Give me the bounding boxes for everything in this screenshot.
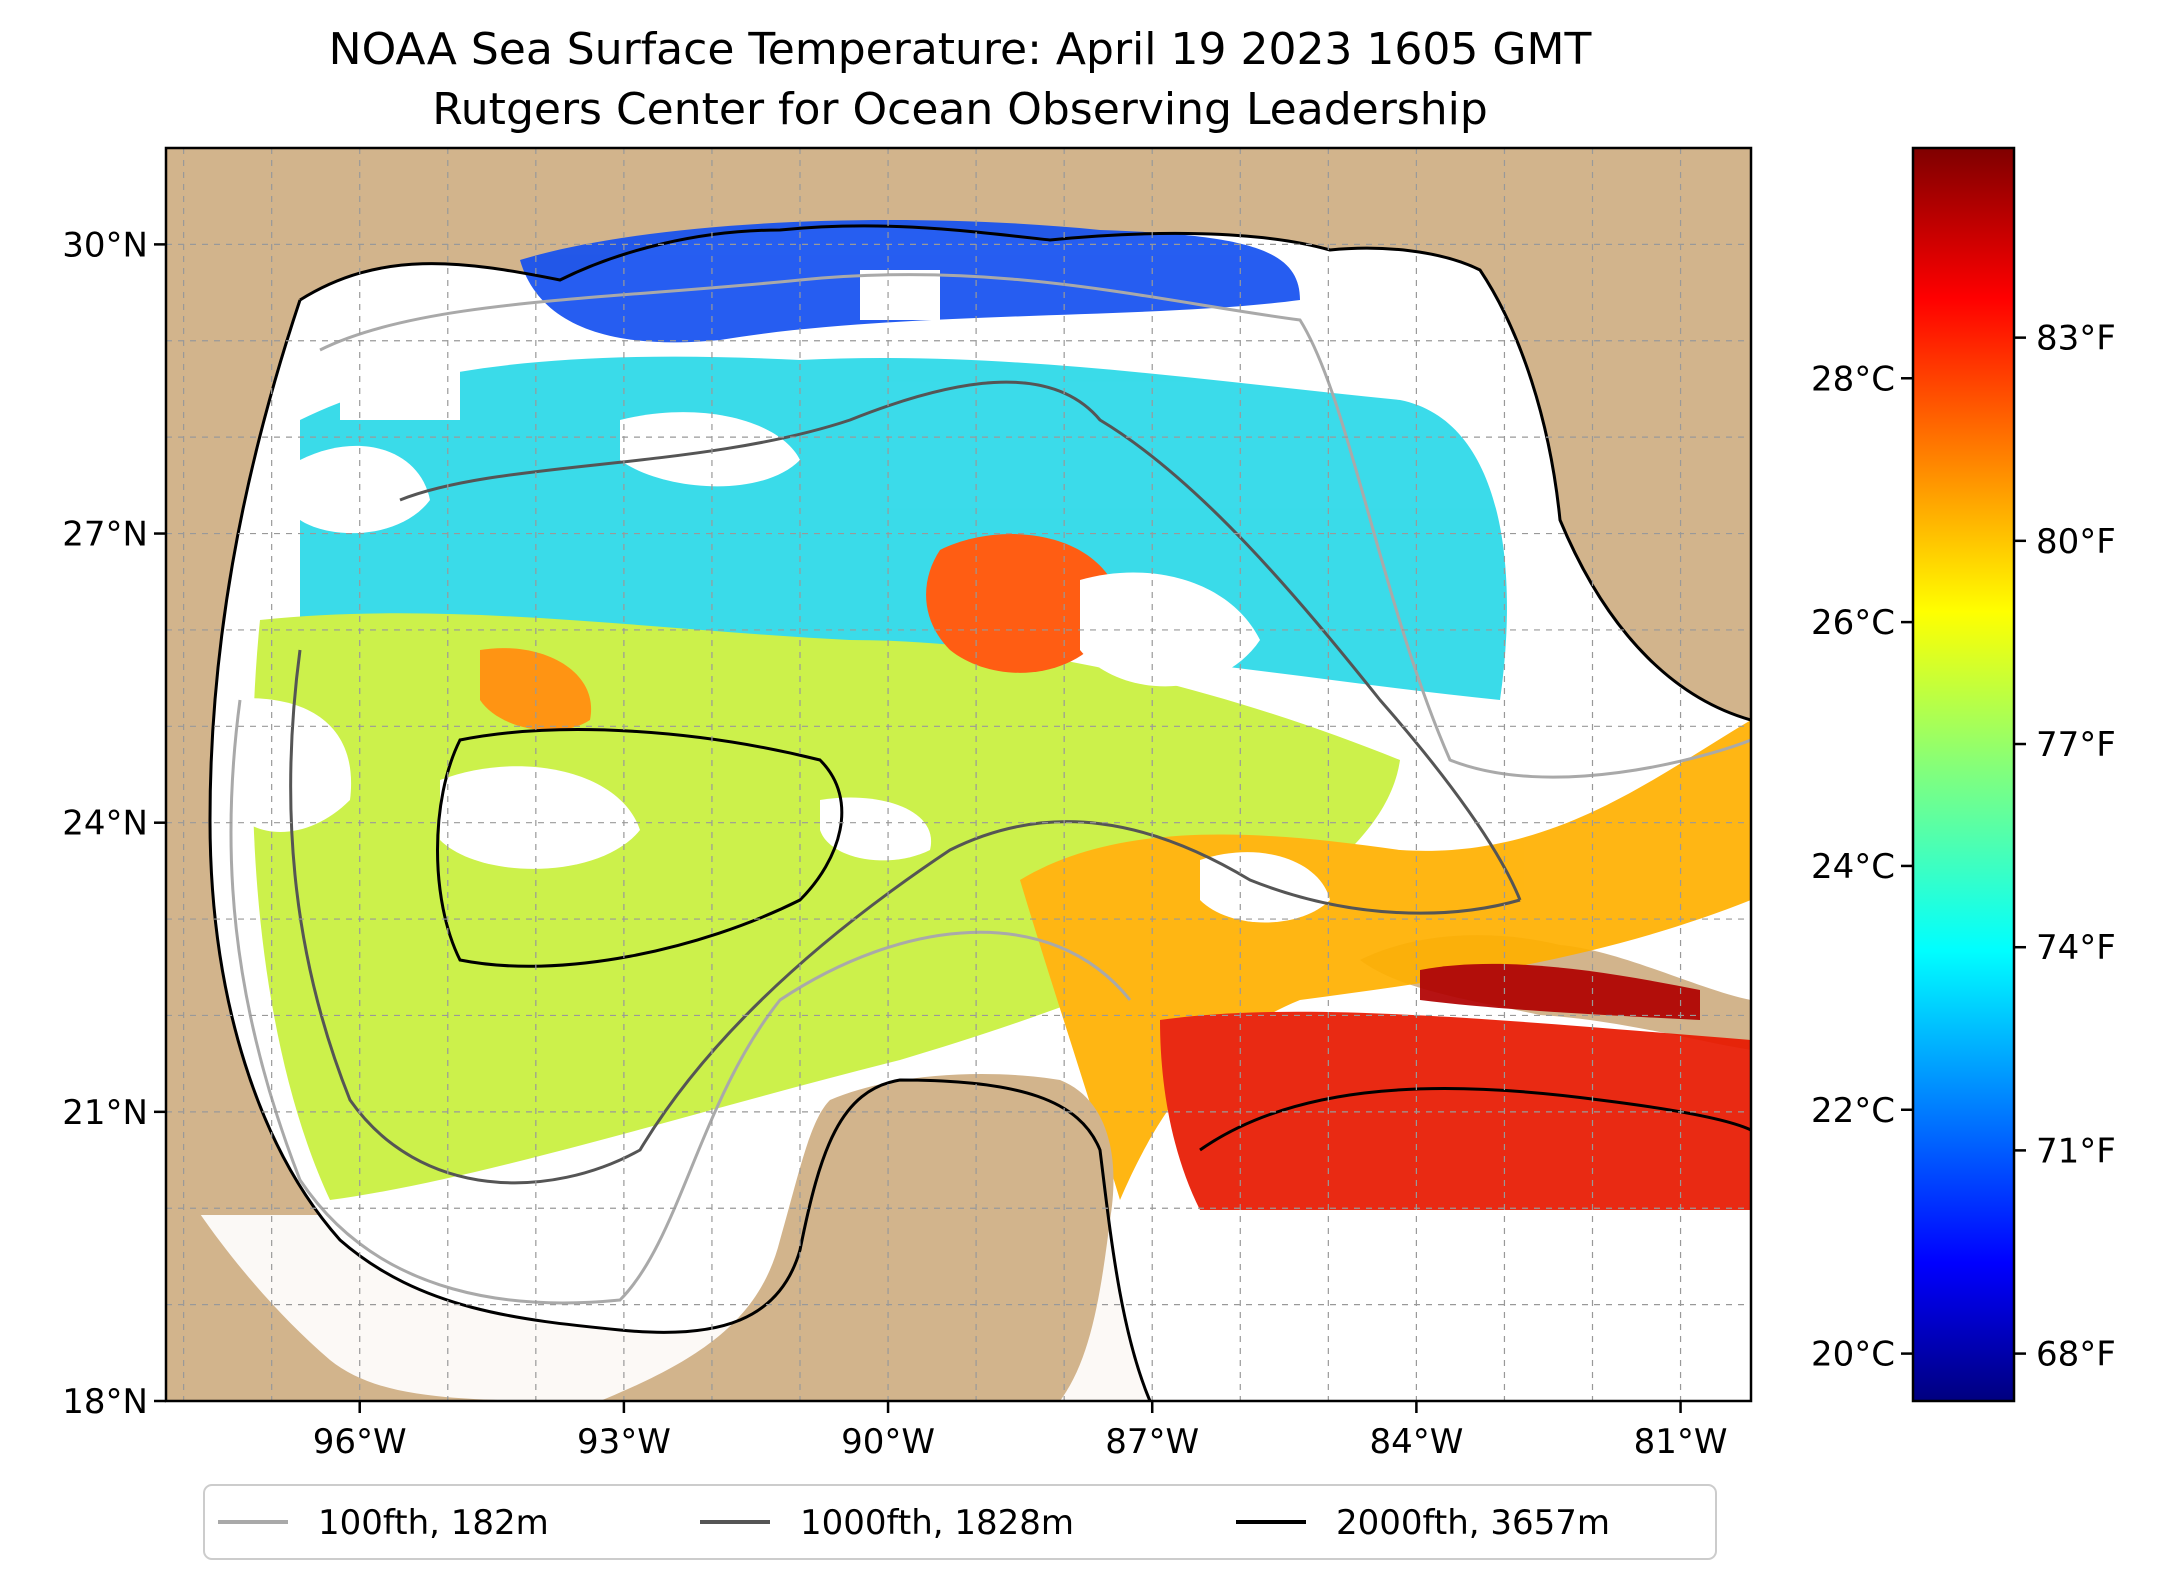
axis-ticks: 30°N 27°N 24°N 21°N 18°N 96°W 93°W 90°W 87°W 84°W… (62, 225, 1727, 1462)
colorbar-c-label: 24°C (1811, 847, 1895, 887)
legend: 100fth, 182m 1000fth, 1828m 2000fth, 3657m (203, 1484, 1717, 1560)
colorbar-f-label: 74°F (2036, 928, 2116, 968)
lat-tick-label: 27°N (62, 515, 148, 555)
colorbar-f-label: 83°F (2036, 319, 2116, 359)
lat-tick-label: 24°N (62, 804, 148, 844)
graticule (166, 148, 1751, 1401)
coastline (299, 224, 1751, 722)
contour-100fth (319, 273, 1751, 779)
colorbar-f-label: 77°F (2036, 725, 2116, 765)
lon-tick-label: 96°W (313, 1422, 407, 1462)
colorbar-c-label: 20°C (1811, 1335, 1895, 1375)
colorbar-ticks: 68°F 71°F 74°F 77°F 80°F 83°F 20°C 22°C 24°C 26°C… (1811, 319, 2116, 1375)
colorbar-c-label: 26°C (1811, 603, 1895, 643)
legend-label: 1000fth, 1828m (800, 1503, 1074, 1543)
legend-label: 100fth, 182m (318, 1503, 549, 1543)
mexico-south-land (166, 1160, 600, 1401)
lat-tick-label: 21°N (62, 1093, 148, 1133)
colorbar-f-label: 68°F (2036, 1335, 2116, 1375)
lon-tick-label: 81°W (1634, 1422, 1728, 1462)
lon-tick-label: 87°W (1105, 1422, 1199, 1462)
florida-land (1560, 148, 1751, 640)
colorbar-f-label: 71°F (2036, 1131, 2116, 1171)
map-frame (164, 146, 1753, 1403)
map-subtitle: Rutgers Center for Ocean Observing Leade… (432, 84, 1488, 135)
contour-1000fth (399, 380, 1522, 901)
colorbar-c-label: 28°C (1811, 359, 1895, 399)
legend-box (203, 1484, 1717, 1560)
map-title: NOAA Sea Surface Temperature: April 19 2… (328, 24, 1592, 75)
sst-data (166, 220, 1751, 1401)
lon-tick-label: 90°W (841, 1422, 935, 1462)
lon-tick-label: 84°W (1369, 1422, 1463, 1462)
contour-2000fth (436, 728, 844, 968)
lat-tick-label: 30°N (62, 225, 148, 265)
colorbar (1911, 146, 2016, 1403)
yucatan-land (600, 1074, 1114, 1401)
colorbar-c-label: 22°C (1811, 1091, 1895, 1131)
lon-tick-label: 93°W (577, 1422, 671, 1462)
legend-label: 2000fth, 3657m (1336, 1503, 1610, 1543)
colorbar-f-label: 80°F (2036, 522, 2116, 562)
lat-tick-label: 18°N (62, 1382, 148, 1422)
